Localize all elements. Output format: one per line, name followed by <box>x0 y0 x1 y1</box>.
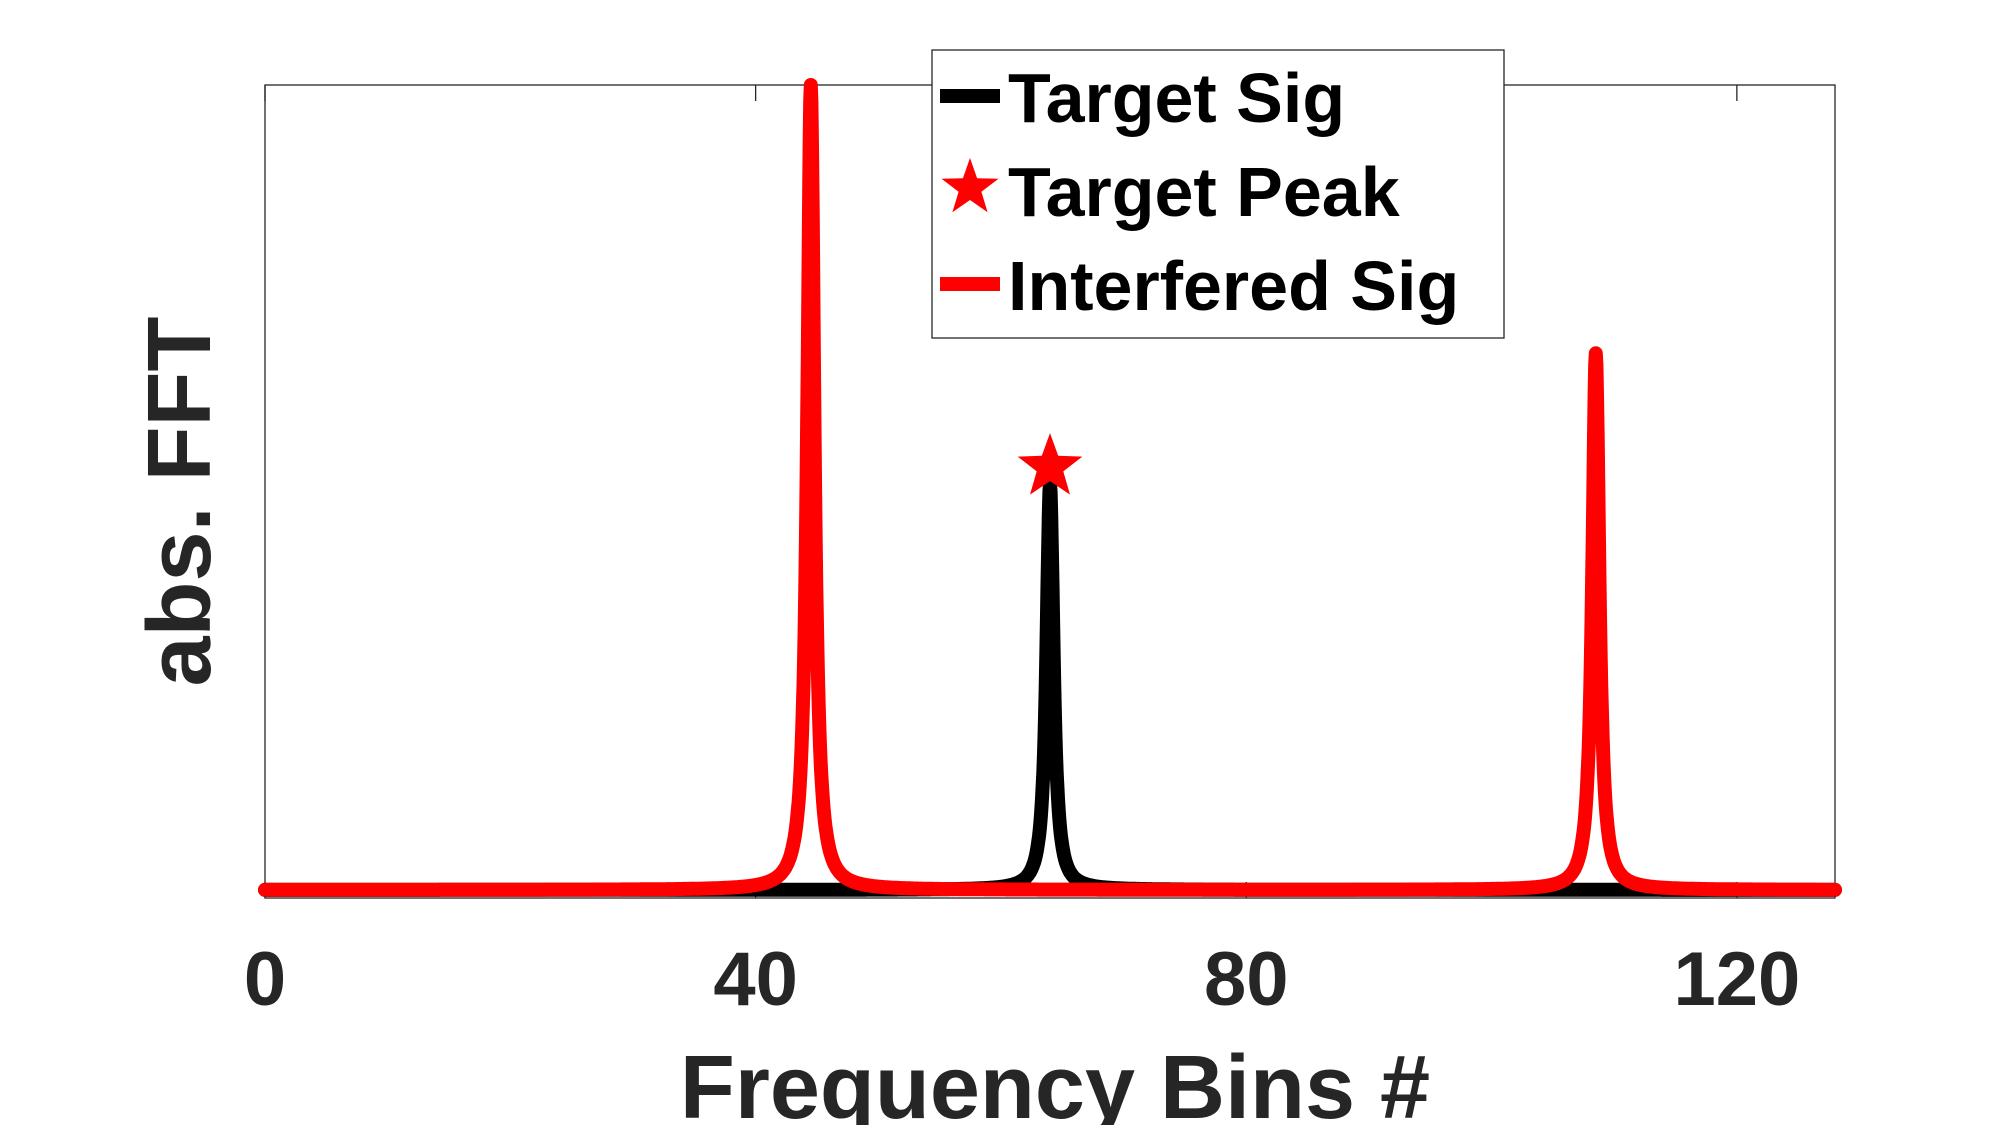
x-tick-label: 120 <box>1673 937 1800 1022</box>
legend-box <box>931 49 1505 339</box>
x-tick-label: 80 <box>1204 937 1289 1022</box>
series-layer <box>258 78 1842 897</box>
legend-label-target-peak: Target Peak <box>1008 153 1400 231</box>
target-peak-star-marker <box>1017 433 1083 495</box>
legend: Target Sig Target Peak Interfered Sig <box>931 49 1505 339</box>
x-axis-label: Frequency Bins # <box>680 1038 1430 1125</box>
series-line-interfered-sig <box>258 78 1842 897</box>
legend-star-target-peak <box>941 158 999 213</box>
x-tick-label: 0 <box>244 937 286 1022</box>
x-tick-label: 40 <box>713 937 798 1022</box>
x-axis-tick-labels: 0 40 80 120 <box>244 937 1800 1022</box>
legend-label-target-sig: Target Sig <box>1008 59 1345 137</box>
y-axis-label: abs. FFT <box>130 316 230 686</box>
legend-label-interfered-sig: Interfered Sig <box>1008 247 1459 325</box>
